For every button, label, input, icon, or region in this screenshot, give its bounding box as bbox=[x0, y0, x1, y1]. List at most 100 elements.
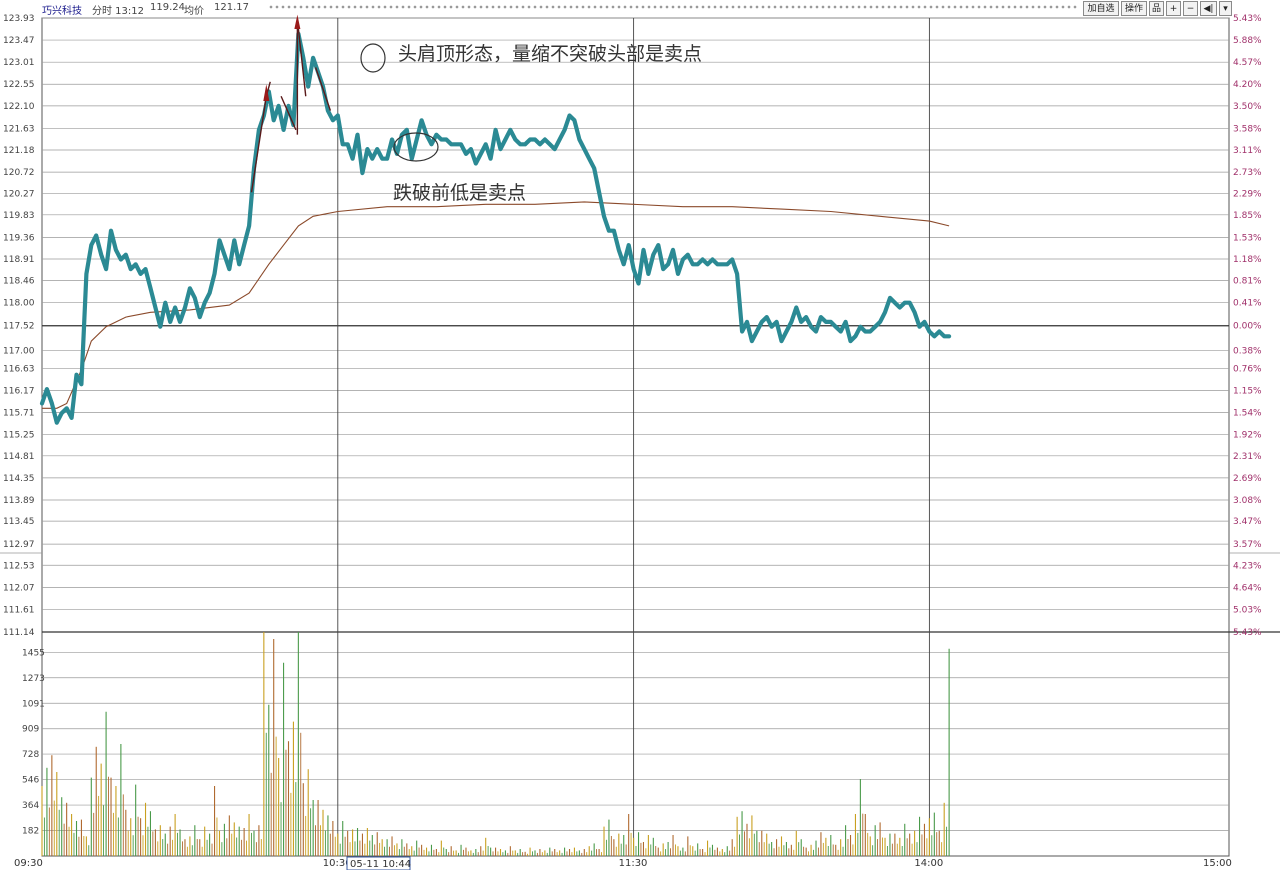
chart-grid bbox=[0, 17, 1280, 857]
average-price-line bbox=[42, 201, 950, 409]
percent-tick-label: 0.38% bbox=[1233, 347, 1262, 357]
price-tick-label: 119.36 bbox=[3, 233, 35, 243]
price-tick-label: 120.72 bbox=[3, 168, 35, 178]
time-tick-label: 09:30 bbox=[14, 858, 43, 869]
info-time: 分时 13:12 bbox=[92, 6, 144, 17]
action-button[interactable]: 操作 bbox=[1121, 1, 1147, 16]
restore-icon[interactable]: ◀| bbox=[1200, 1, 1217, 16]
percent-tick-label: 3.47% bbox=[1233, 517, 1262, 527]
breakdown-circle bbox=[393, 132, 439, 162]
volume-tick-label: 1091 bbox=[22, 699, 45, 709]
percent-tick-label: 1.53% bbox=[1233, 233, 1262, 243]
price-tick-label: 111.61 bbox=[3, 605, 35, 615]
price-tick-label: 121.18 bbox=[3, 146, 35, 156]
chart-frame bbox=[41, 17, 1230, 857]
price-tick-label: 118.00 bbox=[3, 299, 35, 309]
head-drop-mark bbox=[296, 19, 307, 97]
percent-tick-label: 2.31% bbox=[1233, 452, 1262, 462]
add-watchlist-button[interactable]: 加自选 bbox=[1083, 1, 1119, 16]
price-line bbox=[39, 31, 952, 425]
time-tick-label: 11:30 bbox=[619, 858, 648, 869]
time-tick-label: 14:00 bbox=[914, 858, 943, 869]
zoom-out-button[interactable]: − bbox=[1183, 1, 1198, 16]
price-tick-label: 116.63 bbox=[3, 364, 35, 374]
info-price-a: 119.24 bbox=[150, 2, 185, 13]
price-tick-label: 113.45 bbox=[3, 517, 35, 527]
head-arrowhead bbox=[294, 14, 301, 30]
price-tick-label: 112.53 bbox=[3, 561, 35, 571]
uptrend-arrow bbox=[250, 96, 268, 193]
price-lines bbox=[39, 31, 952, 425]
price-tick-label: 120.27 bbox=[3, 190, 35, 200]
time-tick-label: 10:30 bbox=[323, 858, 352, 869]
percent-tick-label: 1.54% bbox=[1233, 409, 1262, 419]
crosshair-time: 05-11 10:44 bbox=[350, 859, 411, 870]
price-tick-label: 123.93 bbox=[3, 14, 35, 24]
neckline-mark bbox=[280, 95, 297, 131]
percent-tick-label: 0.41% bbox=[1233, 299, 1262, 309]
percent-tick-label: 4.64% bbox=[1233, 583, 1262, 593]
price-tick-label: 114.81 bbox=[3, 452, 35, 462]
percent-tick-label: 4.57% bbox=[1233, 58, 1262, 68]
price-tick-label: 116.17 bbox=[3, 387, 35, 397]
percent-tick-label: 1.18% bbox=[1233, 255, 1262, 265]
percent-tick-label: 0.00% bbox=[1233, 322, 1262, 332]
volume-tick-label: 1273 bbox=[22, 674, 45, 684]
price-tick-label: 121.63 bbox=[3, 124, 35, 134]
volume-tick-label: 909 bbox=[22, 725, 39, 735]
right-shoulder-circle bbox=[360, 43, 386, 73]
toolbar-dot-strip bbox=[268, 4, 1078, 10]
percent-tick-label: 5.03% bbox=[1233, 605, 1262, 615]
dropdown-icon[interactable]: ▾ bbox=[1219, 1, 1232, 16]
price-tick-label: 123.47 bbox=[3, 36, 35, 46]
percent-tick-label: 5.88% bbox=[1233, 36, 1262, 46]
volume-tick-label: 364 bbox=[22, 801, 39, 811]
annotation-breakdown: 跌破前低是卖点 bbox=[393, 182, 526, 204]
grid-button[interactable]: 品 bbox=[1149, 1, 1164, 16]
percent-tick-label: 2.69% bbox=[1233, 474, 1262, 484]
price-tick-label: 118.91 bbox=[3, 255, 35, 265]
crosshair-time-box: 05-11 10:44 bbox=[346, 856, 411, 870]
percent-tick-label: 0.76% bbox=[1233, 364, 1262, 374]
percent-tick-label: 4.20% bbox=[1233, 80, 1262, 90]
info-label: 均价 bbox=[184, 6, 204, 17]
info-price-b: 121.17 bbox=[214, 2, 249, 13]
price-axis-labels: 123.93 123.47 123.01 122.55 122.10 121.63 121.… bbox=[3, 14, 35, 638]
percent-tick-label: 2.29% bbox=[1233, 190, 1262, 200]
percent-tick-label: 3.57% bbox=[1233, 540, 1262, 550]
price-tick-label: 122.10 bbox=[3, 102, 35, 112]
percent-tick-label: 2.73% bbox=[1233, 168, 1262, 178]
percent-tick-label: 0.81% bbox=[1233, 277, 1262, 287]
shoulder-arrowhead bbox=[263, 84, 270, 102]
time-tick-label: 15:00 bbox=[1203, 858, 1232, 869]
percent-tick-label: 1.85% bbox=[1233, 211, 1262, 221]
percent-tick-label: 1.15% bbox=[1233, 387, 1262, 397]
price-tick-label: 118.46 bbox=[3, 277, 35, 287]
pattern-markup bbox=[250, 14, 439, 193]
price-tick-label: 112.97 bbox=[3, 540, 35, 550]
percent-tick-label: 4.23% bbox=[1233, 561, 1262, 571]
price-tick-label: 123.01 bbox=[3, 58, 35, 68]
annotation-head-shoulders: 头肩顶形态，量缩不突破头部是卖点 bbox=[398, 43, 702, 65]
stock-name: 巧兴科技 bbox=[42, 6, 82, 17]
percent-axis-labels: 5.43% 5.88% 4.57% 4.20% 3.50% 3.58% 3.11% 2.73%… bbox=[1233, 14, 1262, 638]
percent-tick-label: 3.08% bbox=[1233, 496, 1262, 506]
price-tick-label: 113.89 bbox=[3, 496, 35, 506]
price-tick-label: 122.55 bbox=[3, 80, 35, 90]
price-tick-label: 119.83 bbox=[3, 211, 35, 221]
volume-tick-label: 182 bbox=[22, 827, 39, 837]
percent-tick-label: 5.43% bbox=[1233, 628, 1262, 638]
price-tick-label: 111.14 bbox=[3, 628, 35, 638]
right-shoulder-mark bbox=[314, 67, 332, 111]
price-tick-label: 117.52 bbox=[3, 322, 35, 332]
volume-tick-label: 1455 bbox=[22, 648, 45, 658]
price-tick-label: 112.07 bbox=[3, 583, 35, 593]
volume-axis-labels: 1455 1273 1091 909 728 546 364 182 bbox=[22, 648, 45, 836]
volume-tick-label: 728 bbox=[22, 750, 39, 760]
percent-tick-label: 5.43% bbox=[1233, 14, 1262, 24]
percent-tick-label: 3.50% bbox=[1233, 102, 1262, 112]
zoom-in-button[interactable]: + bbox=[1166, 1, 1181, 16]
chart-title-bar: 巧兴科技 分时 13:12 119.24 均价 121.17 加自选 操作 品 … bbox=[0, 0, 1280, 18]
